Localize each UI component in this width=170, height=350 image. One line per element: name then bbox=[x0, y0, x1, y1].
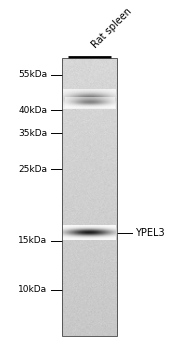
Text: 10kDa: 10kDa bbox=[18, 285, 47, 294]
Text: Rat spleen: Rat spleen bbox=[89, 6, 133, 50]
Text: 35kDa: 35kDa bbox=[18, 129, 47, 138]
Text: YPEL3: YPEL3 bbox=[135, 228, 164, 238]
Text: 15kDa: 15kDa bbox=[18, 237, 47, 245]
Text: 40kDa: 40kDa bbox=[18, 106, 47, 115]
Bar bbox=[62, 58, 117, 336]
Text: 55kDa: 55kDa bbox=[18, 70, 47, 79]
Text: 25kDa: 25kDa bbox=[18, 164, 47, 174]
